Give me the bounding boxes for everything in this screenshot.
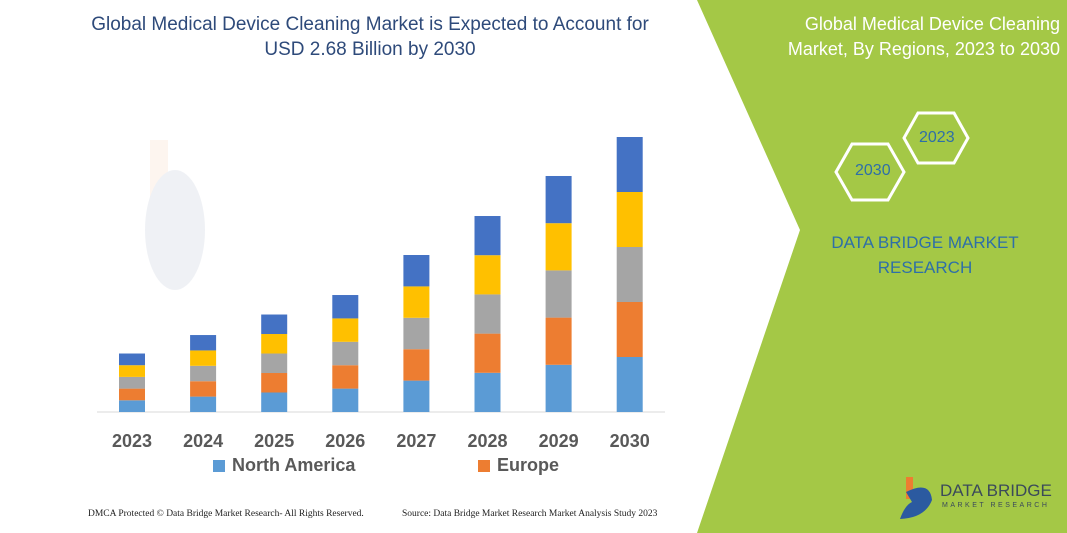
side-title: Global Medical Device Cleaning Market, B…	[787, 14, 1060, 59]
bar-2028-series-2	[474, 294, 501, 334]
bar-2024-series-1	[190, 381, 217, 397]
bar-2026-series-3	[332, 318, 359, 342]
chart-title: Global Medical Device Cleaning Market is…	[91, 14, 649, 60]
bar-2023-series-3	[119, 365, 145, 377]
bar-2027-series-2	[403, 317, 430, 350]
bar-2030-series-4	[616, 137, 643, 192]
bar-2029-series-0	[545, 364, 572, 412]
x-tick-label: 2027	[396, 431, 436, 451]
bar-2025-series-2	[261, 353, 288, 374]
hex-label-2023: 2023	[919, 129, 955, 146]
bar-2023-series-4	[119, 353, 145, 366]
legend-label: North America	[232, 455, 356, 475]
bar-2023-series-0	[119, 400, 145, 412]
x-tick-label: 2026	[325, 431, 365, 451]
footer-copyright: DMCA Protected © Data Bridge Market Rese…	[88, 509, 364, 519]
bar-2029-series-3	[545, 223, 572, 271]
bar-2028-series-3	[474, 255, 501, 295]
bar-2027-series-4	[403, 255, 430, 287]
bar-2030-series-2	[616, 247, 643, 302]
bar-2028-series-4	[474, 216, 501, 256]
hexagon-2030	[834, 142, 906, 202]
bar-2025-series-3	[261, 334, 288, 354]
bar-2024-series-3	[190, 350, 217, 366]
bar-2030-series-1	[616, 302, 643, 357]
bar-2026-series-0	[332, 388, 359, 412]
bar-2024-series-2	[190, 365, 217, 382]
footer-source: Source: Data Bridge Market Research Mark…	[402, 509, 658, 519]
x-tick-label: 2028	[467, 431, 507, 451]
bar-2024-series-0	[190, 396, 217, 412]
bar-2030-series-3	[616, 192, 643, 247]
logo-line1: DATA BRIDGE	[940, 481, 1052, 500]
bar-2029-series-4	[545, 175, 572, 224]
brand-logo-icon	[900, 477, 932, 519]
bar-2025-series-4	[261, 314, 288, 335]
x-tick-label: 2030	[610, 431, 650, 451]
green-panel	[697, 0, 1067, 533]
bar-2023-series-2	[119, 376, 145, 389]
legend-label: Europe	[497, 455, 560, 475]
legend-swatch	[213, 459, 225, 472]
bar-2029-series-1	[545, 317, 572, 365]
bar-2023-series-1	[119, 388, 145, 401]
watermark-logo	[145, 140, 205, 290]
legend-item-north-america: North America	[213, 455, 355, 476]
bar-2029-series-2	[545, 270, 572, 318]
bar-2025-series-1	[261, 373, 288, 393]
bar-2026-series-4	[332, 295, 359, 319]
bar-2028-series-0	[474, 372, 501, 412]
logo-line2: MARKET RESEARCH	[942, 502, 1050, 509]
side-brand: DATA BRIDGE MARKET RESEARCH	[831, 233, 1019, 277]
bar-2026-series-1	[332, 365, 359, 389]
bar-2027-series-1	[403, 349, 430, 381]
bar-2027-series-3	[403, 286, 430, 318]
bar-2024-series-4	[190, 335, 217, 351]
x-tick-label: 2025	[254, 431, 294, 451]
hex-label-2030: 2030	[855, 162, 891, 179]
bar-2030-series-0	[616, 357, 643, 412]
legend-item-europe: Europe	[478, 455, 559, 476]
bar-2028-series-1	[474, 333, 501, 373]
bar-2027-series-0	[403, 380, 430, 412]
bar-2026-series-2	[332, 341, 359, 366]
x-tick-label: 2023	[112, 431, 152, 451]
hexagon-2023	[902, 111, 970, 165]
x-tick-label: 2029	[539, 431, 579, 451]
legend-swatch	[478, 459, 490, 472]
bar-2025-series-0	[261, 392, 288, 412]
x-tick-label: 2024	[183, 431, 223, 451]
